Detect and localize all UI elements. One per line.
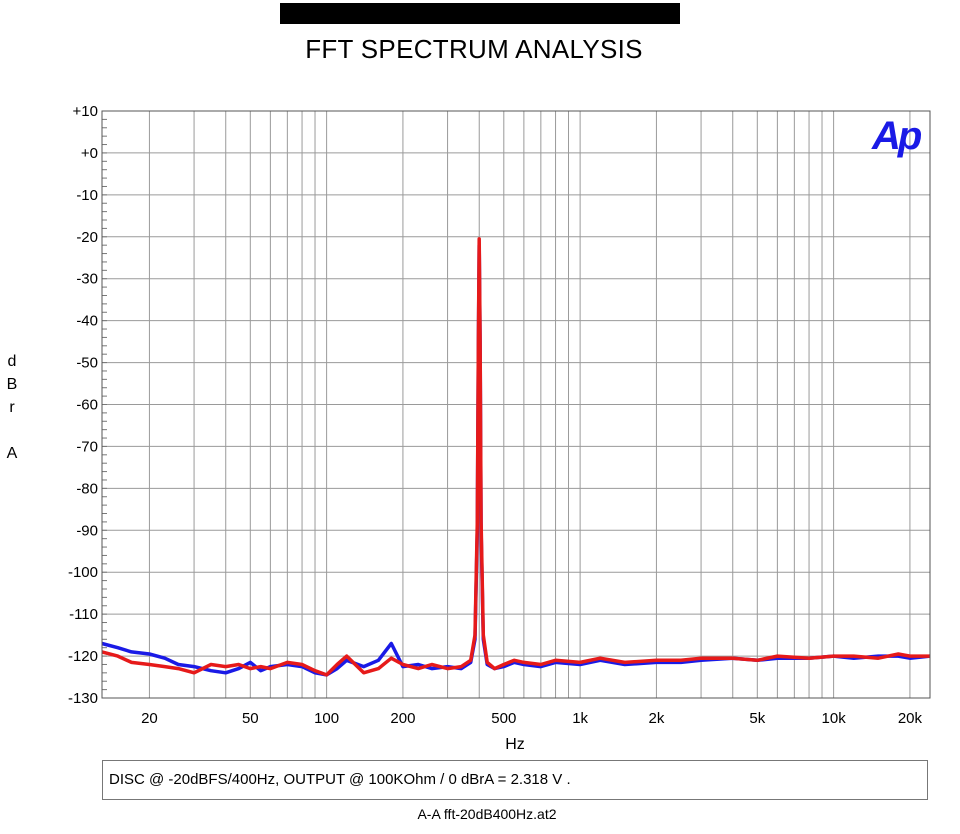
ap-logo: Ap bbox=[871, 114, 925, 158]
series-group bbox=[101, 237, 931, 677]
x-tick-label: 500 bbox=[491, 710, 516, 727]
x-tick-label: 100 bbox=[314, 710, 339, 727]
x-tick-label: 50 bbox=[242, 710, 259, 727]
plot-frame bbox=[101, 110, 931, 699]
y-tick-label: -90 bbox=[76, 522, 98, 539]
y-tick-label: -30 bbox=[76, 271, 98, 288]
y-tick-label: -60 bbox=[76, 397, 98, 414]
file-name-label: A-A fft-20dB400Hz.at2 bbox=[417, 806, 557, 822]
y-tick-label: -100 bbox=[68, 564, 98, 581]
y-tick-label: -20 bbox=[76, 229, 98, 246]
series-line-red bbox=[101, 237, 930, 677]
x-axis-label: Hz bbox=[505, 736, 525, 753]
y-tick-label: -70 bbox=[76, 438, 98, 455]
y-tick-label: -40 bbox=[76, 313, 98, 330]
y-tick-label: -120 bbox=[68, 648, 98, 665]
measurement-note: DISC @ -20dBFS/400Hz, OUTPUT @ 100KOhm /… bbox=[102, 760, 928, 800]
y-tick-label: -10 bbox=[76, 187, 98, 204]
ap-logo-text: Ap bbox=[871, 114, 922, 158]
y-tick-label: -130 bbox=[68, 690, 98, 707]
y-tick-labels: +10 +0 -10 -20 -30 -40 -50 -60 -70 -80 -90 -100 -110… bbox=[68, 103, 98, 707]
x-tick-label: 20 bbox=[141, 710, 158, 727]
x-tick-labels: 20 50 100 200 500 1k 2k 5k 10k 20k bbox=[141, 710, 922, 727]
chart-title: FFT SPECTRUM ANALYSIS bbox=[305, 34, 643, 64]
y-axis-label: d B r A bbox=[6, 353, 18, 462]
y-tick-label: +10 bbox=[73, 103, 98, 120]
x-tick-label: 200 bbox=[390, 710, 415, 727]
y-tick-label: -50 bbox=[76, 355, 98, 372]
x-tick-label: 10k bbox=[822, 710, 847, 727]
x-tick-label: 2k bbox=[649, 710, 665, 727]
x-tick-label: 20k bbox=[898, 710, 923, 727]
y-tick-label: -80 bbox=[76, 480, 98, 497]
y-tick-label: +0 bbox=[81, 145, 98, 162]
x-tick-label: 1k bbox=[572, 710, 588, 727]
y-tick-label: -110 bbox=[69, 606, 98, 623]
x-tick-label: 5k bbox=[749, 710, 765, 727]
grid bbox=[102, 110, 930, 699]
redaction-bar bbox=[280, 3, 680, 24]
